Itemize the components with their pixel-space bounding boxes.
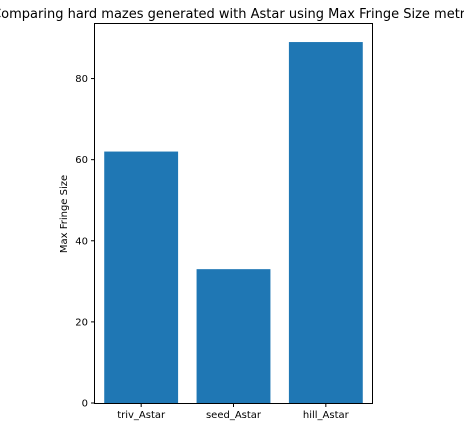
x-tick-label: triv_Astar xyxy=(117,410,166,421)
x-tick-label: seed_Astar xyxy=(206,410,262,421)
y-tick-label: 80 xyxy=(75,74,88,85)
y-tick-label: 20 xyxy=(75,317,88,328)
y-axis-label: Max Fringe Size xyxy=(59,175,70,253)
bars-group xyxy=(104,42,363,404)
y-tick-label: 60 xyxy=(75,155,88,166)
y-tick-label: 0 xyxy=(82,399,88,410)
bar-triv_Astar xyxy=(104,151,179,403)
y-ticks-group: 0 20 40 60 80 xyxy=(75,74,95,410)
x-ticks-group: triv_Astar seed_Astar hill_Astar xyxy=(117,403,350,421)
chart-title: Comparing hard mazes generated with Asta… xyxy=(0,7,464,22)
y-tick-label: 40 xyxy=(75,236,88,247)
plot-frame xyxy=(94,23,373,404)
bar-seed_Astar xyxy=(196,269,271,403)
bar-hill_Astar xyxy=(288,42,363,404)
x-tick-label: hill_Astar xyxy=(303,410,350,421)
